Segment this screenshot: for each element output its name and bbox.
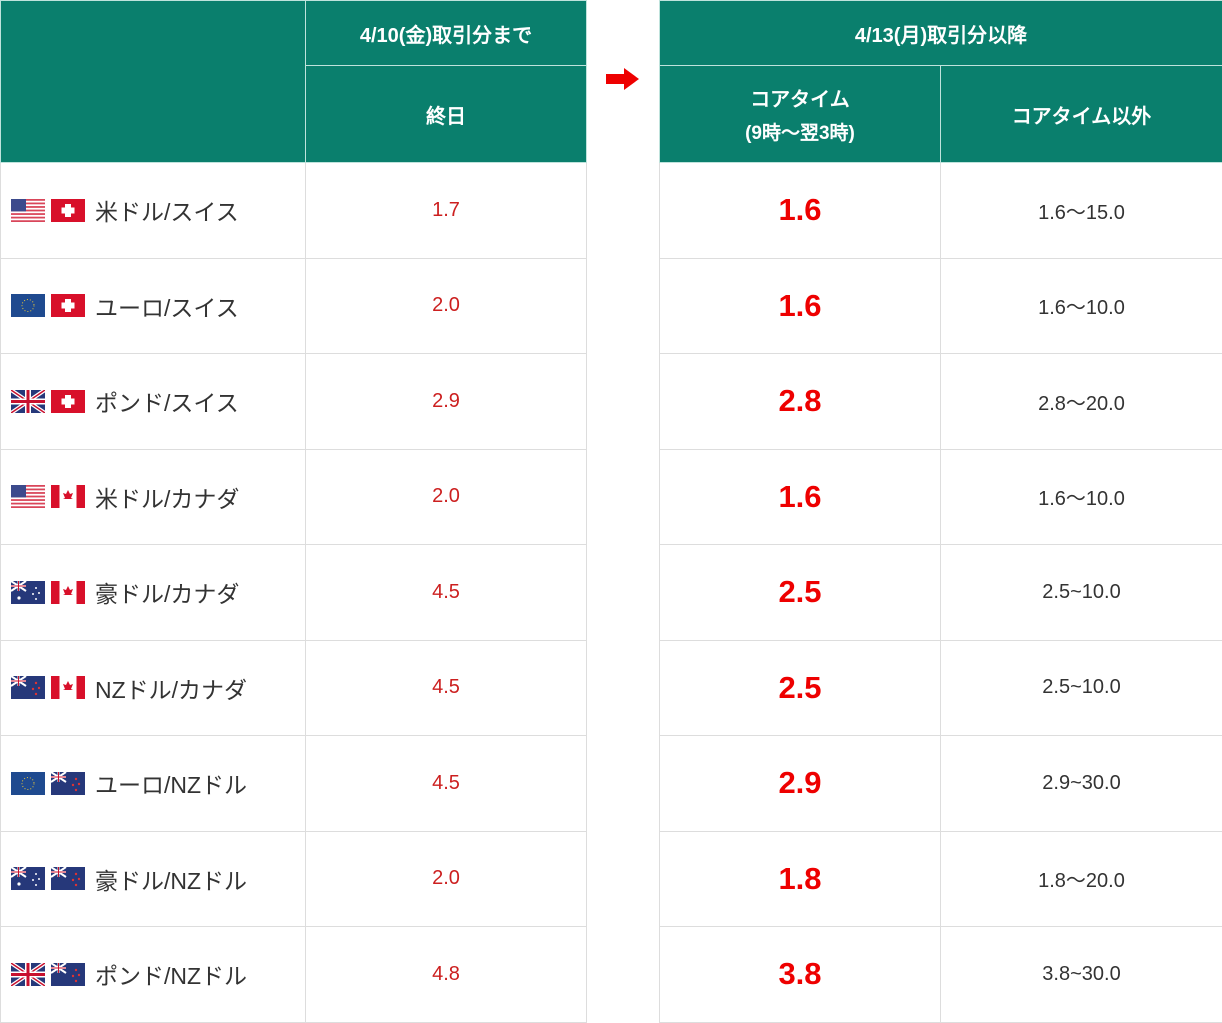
- pair-label: ポンド/スイス: [95, 390, 239, 417]
- canada-flag-icon: [51, 676, 85, 700]
- core-time-spread: 1.6: [659, 448, 941, 545]
- before-period-header: 4/10(金)取引分まで: [305, 0, 587, 66]
- new-zealand-flag-icon: [51, 771, 85, 795]
- old-spread: 4.5: [305, 544, 587, 641]
- table-row: 2.5 2.5~10.0: [659, 639, 1222, 736]
- new-zealand-flag-icon: [51, 962, 85, 986]
- currency-pair: 豪ドル/NZドル: [0, 830, 306, 927]
- swiss-flag-icon: [51, 389, 85, 413]
- right-arrow-icon: [606, 68, 639, 90]
- core-time-spread: 1.8: [659, 830, 941, 927]
- table-row: 2.8 2.8～20.0: [659, 353, 1222, 450]
- old-spread: 1.7: [305, 162, 587, 259]
- non-core-spread: 1.6～15.0: [940, 162, 1222, 259]
- old-spread: 2.0: [305, 830, 587, 927]
- table-row: 米ドル/スイス 1.7: [0, 162, 587, 259]
- currency-pair: 米ドル/スイス: [0, 162, 306, 259]
- currency-pair: 米ドル/カナダ: [0, 448, 306, 545]
- core-time-spread: 1.6: [659, 257, 941, 354]
- non-core-spread: 3.8~30.0: [940, 926, 1222, 1023]
- table-row: 1.6 1.6～10.0: [659, 448, 1222, 545]
- currency-pair: ポンド/NZドル: [0, 926, 306, 1023]
- canada-flag-icon: [51, 485, 85, 509]
- us-flag-icon: [11, 485, 45, 509]
- core-time-header: コアタイム (9時～翌3時): [659, 65, 941, 163]
- core-time-spread: 2.5: [659, 639, 941, 736]
- table-row: 豪ドル/カナダ 4.5: [0, 544, 587, 641]
- spread-after-table: 4/13(月)取引分以降 コアタイム (9時～翌3時) コアタイム以外 1.6 1…: [659, 0, 1222, 1023]
- table-row: ユーロ/スイス 2.0: [0, 257, 587, 354]
- non-core-spread: 2.5~10.0: [940, 639, 1222, 736]
- pair-label: ユーロ/NZドル: [95, 772, 248, 799]
- table-row: 1.6 1.6～10.0: [659, 257, 1222, 354]
- after-period-header: 4/13(月)取引分以降: [659, 0, 1222, 66]
- core-time-spread: 3.8: [659, 926, 941, 1023]
- old-spread: 4.8: [305, 926, 587, 1023]
- table-row: 2.5 2.5~10.0: [659, 544, 1222, 641]
- old-spread: 2.9: [305, 353, 587, 450]
- table-row: ユーロ/NZドル 4.5: [0, 735, 587, 832]
- swiss-flag-icon: [51, 294, 85, 318]
- non-core-spread: 1.6～10.0: [940, 448, 1222, 545]
- table-row: 3.8 3.8~30.0: [659, 926, 1222, 1023]
- pair-header: [0, 0, 306, 163]
- non-core-header: コアタイム以外: [940, 65, 1222, 163]
- currency-pair: ユーロ/スイス: [0, 257, 306, 354]
- table-row: 豪ドル/NZドル 2.0: [0, 830, 587, 927]
- pair-label: 米ドル/カナダ: [95, 485, 240, 512]
- uk-flag-icon: [11, 389, 45, 413]
- pair-label: ユーロ/スイス: [95, 294, 239, 321]
- new-zealand-flag-icon: [11, 676, 45, 700]
- core-time-spread: 1.6: [659, 162, 941, 259]
- table-row: 2.9 2.9~30.0: [659, 735, 1222, 832]
- core-time-spread: 2.5: [659, 544, 941, 641]
- spread-before-table: 4/10(金)取引分まで 終日 米ドル/スイス 1.7 ユーロ/スイス 2.0 …: [0, 0, 587, 1023]
- eu-flag-icon: [11, 771, 45, 795]
- non-core-spread: 1.8～20.0: [940, 830, 1222, 927]
- table-row: 米ドル/カナダ 2.0: [0, 448, 587, 545]
- pair-label: ポンド/NZドル: [95, 963, 248, 990]
- currency-pair: ポンド/スイス: [0, 353, 306, 450]
- australia-flag-icon: [11, 867, 45, 891]
- core-time-spread: 2.8: [659, 353, 941, 450]
- non-core-spread: 2.9~30.0: [940, 735, 1222, 832]
- swiss-flag-icon: [51, 198, 85, 222]
- uk-flag-icon: [11, 962, 45, 986]
- core-time-label: コアタイム: [750, 89, 850, 111]
- currency-pair: ユーロ/NZドル: [0, 735, 306, 832]
- pair-label: 豪ドル/NZドル: [95, 867, 248, 894]
- non-core-spread: 1.6～10.0: [940, 257, 1222, 354]
- table-row: NZドル/カナダ 4.5: [0, 639, 587, 736]
- all-day-header: 終日: [305, 65, 587, 163]
- pair-label: 米ドル/スイス: [95, 199, 239, 226]
- australia-flag-icon: [11, 580, 45, 604]
- pair-label: 豪ドル/カナダ: [95, 581, 240, 608]
- core-time-spread: 2.9: [659, 735, 941, 832]
- table-row: 1.8 1.8～20.0: [659, 830, 1222, 927]
- old-spread: 2.0: [305, 257, 587, 354]
- old-spread: 2.0: [305, 448, 587, 545]
- old-spread: 4.5: [305, 735, 587, 832]
- old-spread: 4.5: [305, 639, 587, 736]
- canada-flag-icon: [51, 580, 85, 604]
- table-row: ポンド/スイス 2.9: [0, 353, 587, 450]
- currency-pair: NZドル/カナダ: [0, 639, 306, 736]
- table-row: 1.6 1.6～15.0: [659, 162, 1222, 259]
- us-flag-icon: [11, 198, 45, 222]
- currency-pair: 豪ドル/カナダ: [0, 544, 306, 641]
- pair-label: NZドル/カナダ: [95, 676, 248, 703]
- table-row: ポンド/NZドル 4.8: [0, 926, 587, 1023]
- non-core-spread: 2.5~10.0: [940, 544, 1222, 641]
- eu-flag-icon: [11, 294, 45, 318]
- core-time-hours: (9時～翌3時): [745, 123, 855, 144]
- non-core-spread: 2.8～20.0: [940, 353, 1222, 450]
- new-zealand-flag-icon: [51, 867, 85, 891]
